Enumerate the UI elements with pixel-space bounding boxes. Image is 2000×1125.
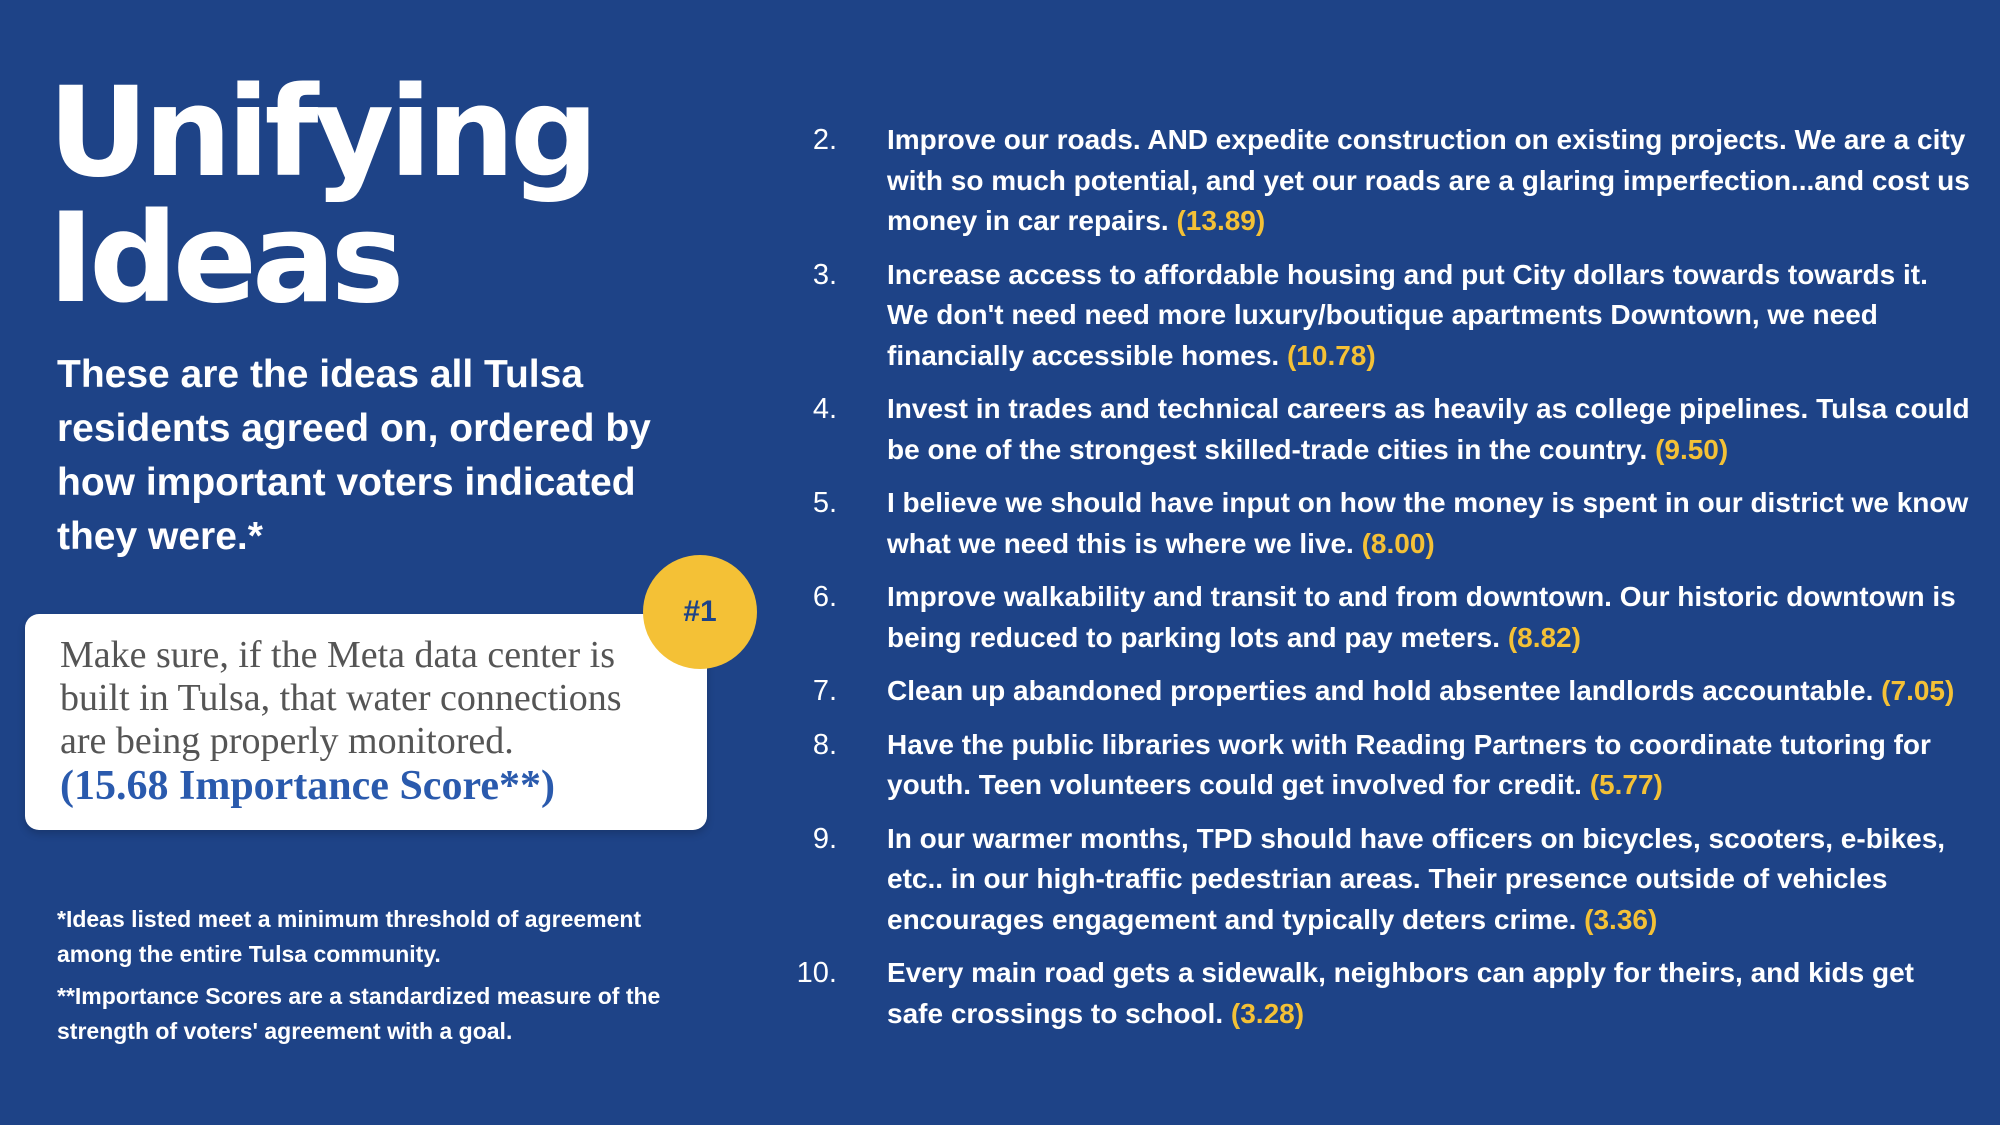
intro-text: These are the ideas all Tulsa residents …: [57, 353, 651, 558]
idea-score: (9.50): [1655, 433, 1729, 465]
footnote-2: **Importance Scores are a standardized m…: [57, 983, 661, 1044]
idea-text: Increase access to affordable housing an…: [887, 258, 1928, 371]
idea-score: (3.28): [1230, 997, 1305, 1029]
idea-score: (3.36): [1584, 903, 1658, 935]
idea-text: Improve walkability and transit to and f…: [887, 581, 1956, 653]
idea-text: I believe we should have input on how th…: [887, 487, 1969, 559]
footnotes: *Ideas listed meet a minimum threshold o…: [57, 902, 697, 1056]
idea-item: 9. In our warmer months, TPD should have…: [790, 819, 1970, 941]
idea-score: (8.82): [1507, 621, 1581, 653]
idea-number: 5.: [812, 487, 837, 519]
idea-body: Increase access to affordable housing an…: [887, 255, 1970, 377]
top-idea-score: (15.68 Importance Score**): [60, 763, 555, 809]
idea-number: 10.: [796, 957, 837, 989]
idea-item: 3. Increase access to affordable housing…: [790, 255, 1970, 377]
idea-score: (10.78): [1286, 339, 1376, 371]
idea-number: 2.: [812, 124, 837, 156]
idea-text: Have the public libraries work with Read…: [887, 728, 1931, 801]
idea-body: Have the public libraries work with Read…: [887, 725, 1970, 806]
idea-item: 2. Improve our roads. AND expedite const…: [790, 120, 1970, 242]
idea-score: (13.89): [1176, 205, 1266, 236]
idea-body: I believe we should have input on how th…: [887, 483, 1970, 564]
top-idea-text: Make sure, if the Meta data center is bu…: [60, 634, 677, 809]
idea-number: 6.: [812, 581, 837, 613]
idea-text: In our warmer months, TPD should have of…: [887, 822, 1946, 935]
top-idea-description: Make sure, if the Meta data center is bu…: [60, 634, 622, 762]
idea-number: 3.: [812, 258, 837, 291]
idea-number: 7.: [812, 675, 837, 707]
idea-body: Every main road gets a sidewalk, neighbo…: [887, 953, 1970, 1034]
idea-score: (7.05): [1881, 675, 1955, 706]
idea-item: 7. Clean up abandoned properties and hol…: [790, 671, 1970, 712]
idea-score: (5.77): [1589, 769, 1663, 800]
page-title: Unifying Ideas: [48, 61, 599, 331]
top-idea-card: Make sure, if the Meta data center is bu…: [25, 614, 707, 830]
idea-body: In our warmer months, TPD should have of…: [887, 819, 1970, 941]
idea-item: 4. Invest in trades and technical career…: [790, 389, 1970, 470]
rank-badge: #1: [643, 555, 757, 669]
footnote-1: *Ideas listed meet a minimum threshold o…: [57, 906, 642, 967]
idea-score: (8.00): [1361, 527, 1435, 559]
idea-number: 9.: [812, 822, 837, 855]
idea-text: Invest in trades and technical careers a…: [887, 393, 1970, 465]
idea-body: Improve our roads. AND expedite construc…: [887, 120, 1970, 242]
idea-body: Improve walkability and transit to and f…: [887, 577, 1970, 658]
ideas-list: 2. Improve our roads. AND expedite const…: [790, 120, 1970, 1047]
idea-number: 4.: [812, 393, 837, 425]
idea-text: Every main road gets a sidewalk, neighbo…: [887, 957, 1914, 1029]
idea-item: 10. Every main road gets a sidewalk, nei…: [790, 953, 1970, 1034]
idea-item: 8. Have the public libraries work with R…: [790, 725, 1970, 806]
title-line-1: Unifying: [48, 61, 599, 205]
idea-text: Clean up abandoned properties and hold a…: [887, 675, 1874, 706]
idea-body: Invest in trades and technical careers a…: [887, 389, 1970, 470]
title-line-2: Ideas: [48, 187, 404, 331]
idea-body: Clean up abandoned properties and hold a…: [887, 671, 1970, 712]
idea-item: 5. I believe we should have input on how…: [790, 483, 1970, 564]
idea-item: 6. Improve walkability and transit to an…: [790, 577, 1970, 658]
idea-number: 8.: [812, 728, 837, 761]
idea-text: Improve our roads. AND expedite construc…: [887, 124, 1970, 236]
